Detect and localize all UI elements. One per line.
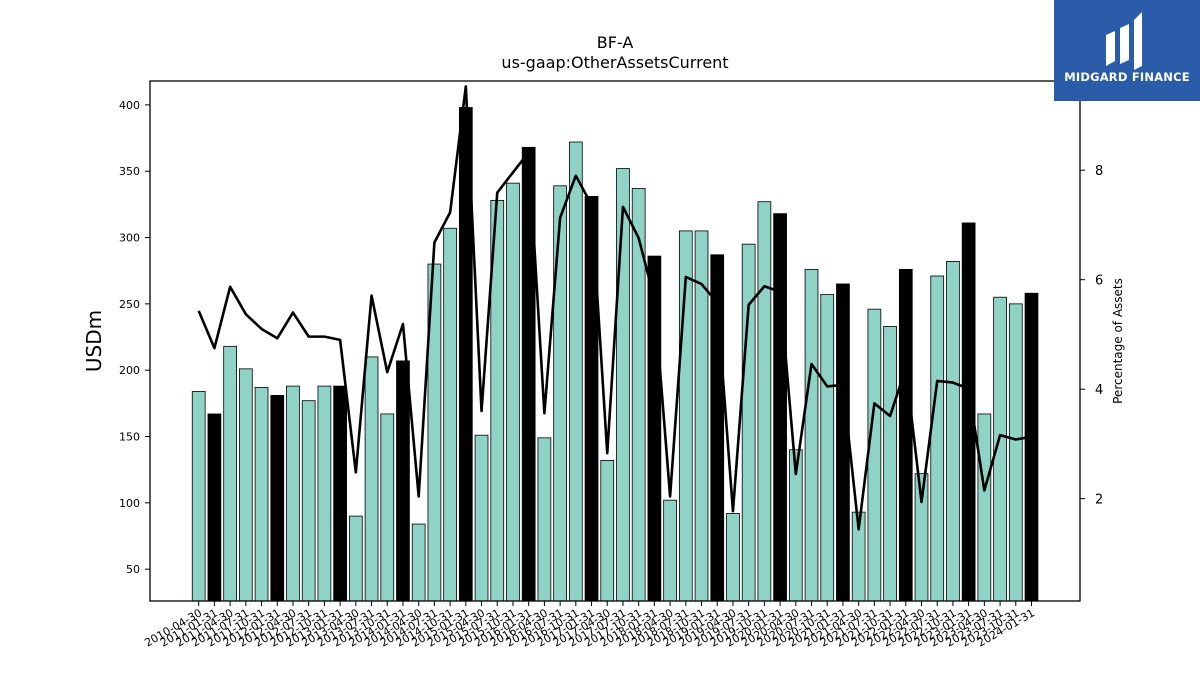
bar: [396, 360, 410, 602]
midgard-finance-logo: MIDGARD FINANCE: [1054, 0, 1200, 101]
bar: [694, 230, 709, 602]
y2-tick-label: 2: [1095, 493, 1103, 508]
y-tick-label: 250: [119, 298, 140, 311]
bars-layer: [191, 107, 1039, 602]
bar: [663, 499, 677, 602]
bar: [553, 185, 567, 602]
bar: [600, 459, 615, 602]
bar: [820, 294, 835, 602]
y2-tick-label: 6: [1095, 274, 1103, 289]
logo-text: MIDGARD FINANCE: [1064, 70, 1190, 84]
bar: [317, 385, 332, 602]
plot-frame: [149, 80, 1081, 602]
y-axis-left: 50 100 150 200 250 300 350 400: [119, 99, 150, 576]
y-axis-right: 2 4 6 8: [1080, 164, 1103, 508]
bar: [474, 434, 489, 602]
bar: [757, 201, 772, 602]
bar: [631, 188, 646, 602]
bar: [223, 345, 237, 602]
bar: [898, 268, 913, 602]
bar: [930, 275, 945, 602]
y2-tick-label: 4: [1095, 383, 1103, 398]
bar: [191, 391, 206, 602]
y-tick-label: 150: [119, 431, 140, 444]
bar: [443, 227, 457, 602]
bar: [207, 413, 222, 602]
bar: [364, 356, 379, 602]
bar: [238, 368, 253, 602]
y-tick-label: 50: [126, 563, 140, 576]
bar: [946, 261, 960, 602]
bar: [836, 283, 850, 602]
bar: [301, 400, 316, 602]
y-tick-label: 200: [119, 364, 140, 377]
bar: [977, 413, 992, 602]
bar: [1024, 292, 1039, 602]
y-tick-label: 100: [119, 497, 140, 510]
y-tick-label: 400: [119, 99, 140, 112]
bar: [348, 515, 363, 602]
bar: [1008, 303, 1023, 602]
bar: [867, 308, 882, 602]
y-tick-label: 350: [119, 165, 140, 178]
bar: [411, 523, 426, 602]
bar: [506, 182, 520, 602]
y-axis-label: USDm: [82, 310, 106, 372]
bar: [537, 437, 552, 602]
x-axis: 2010-04-302011-01-312011-04-302011-07-31…: [142, 601, 1037, 650]
bar: [883, 326, 897, 602]
y-tick-label: 300: [119, 232, 140, 245]
bar: [254, 387, 269, 602]
bar: [270, 394, 285, 602]
bar: [568, 141, 583, 602]
bar: [804, 268, 819, 602]
bar: [616, 168, 630, 602]
bar: [333, 385, 347, 602]
percentage-line: [197, 85, 1032, 531]
bar: [380, 413, 395, 602]
y2-axis-label: Percentage of Assets: [1111, 278, 1125, 404]
chart-title: BF-A: [597, 33, 634, 52]
chart-subtitle: us-gaap:OtherAssetsCurrent: [501, 53, 728, 72]
bar: [773, 213, 787, 602]
y2-tick-label: 8: [1095, 164, 1103, 179]
bar: [286, 385, 300, 602]
logo-mark-icon: [1106, 12, 1142, 70]
bar: [726, 513, 740, 602]
line-layer: [197, 85, 1032, 531]
